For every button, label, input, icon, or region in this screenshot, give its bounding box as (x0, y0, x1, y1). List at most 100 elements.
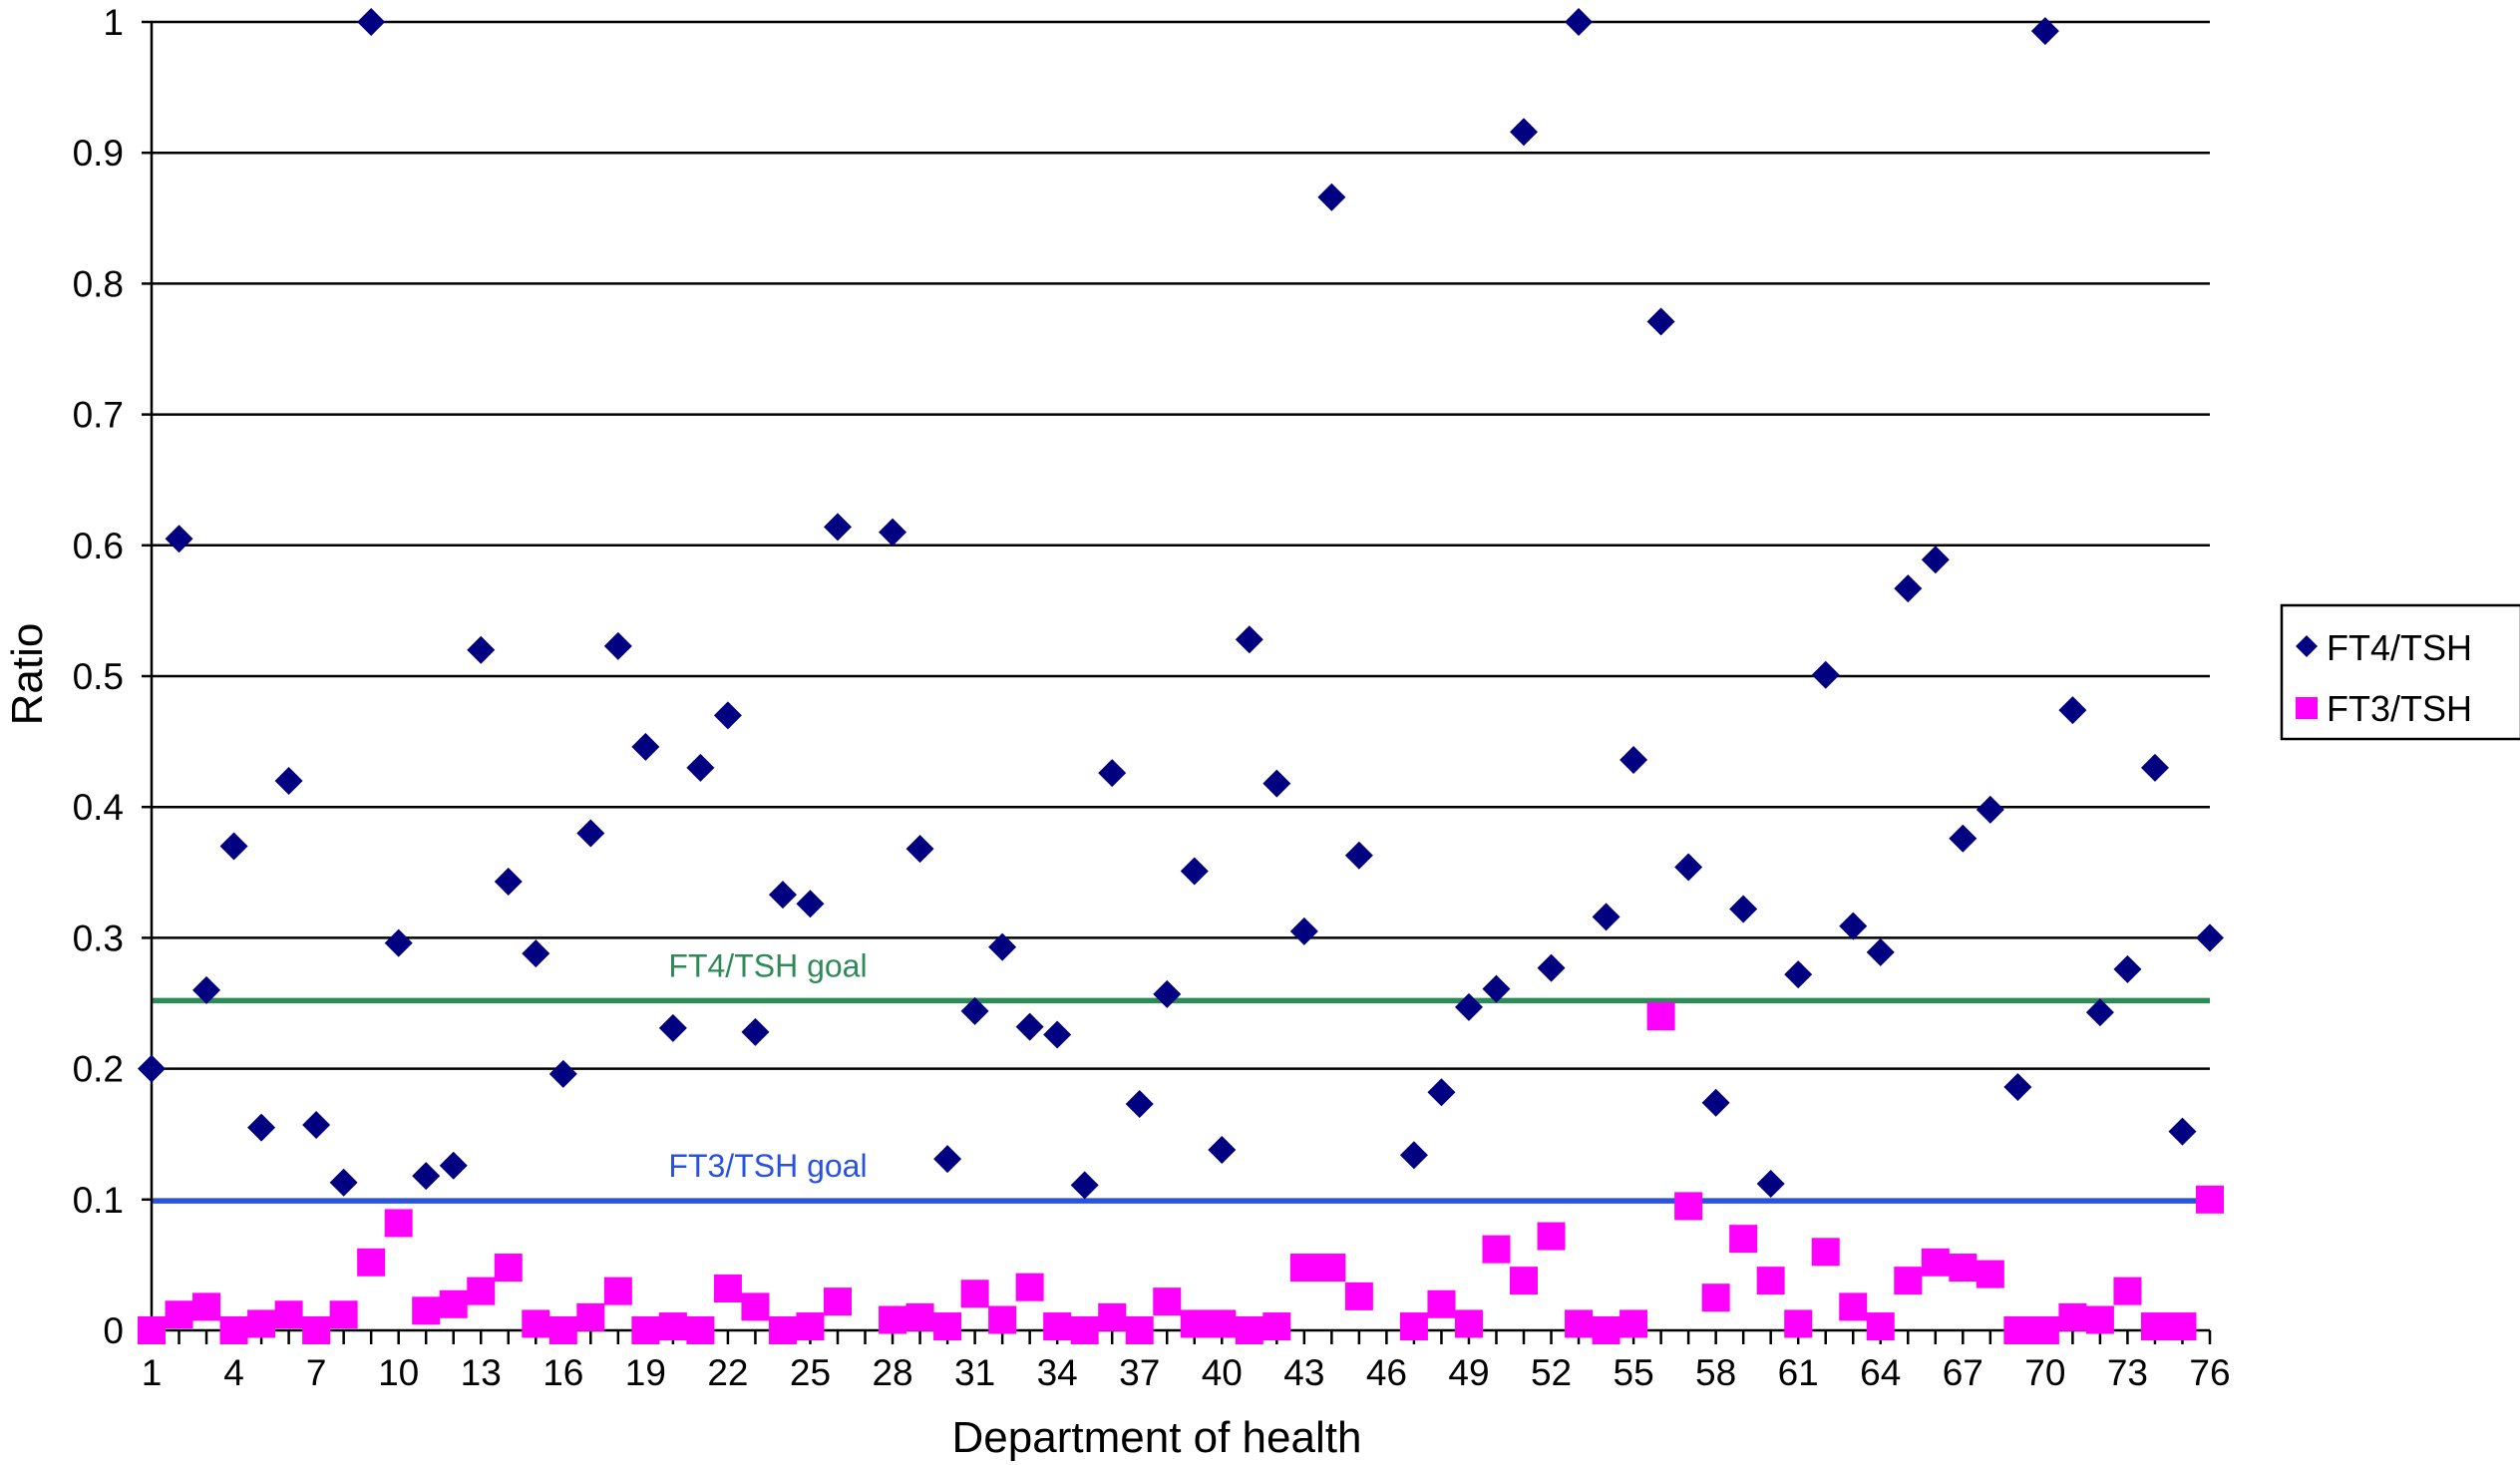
data-point-ft3-tsh (2196, 1185, 2224, 1214)
data-point-ft3-tsh (247, 1309, 276, 1338)
data-point-ft4-tsh (988, 932, 1017, 961)
data-point-ft3-tsh (165, 1300, 193, 1329)
data-point-ft3-tsh (1235, 1316, 1263, 1344)
data-point-ft4-tsh (1180, 857, 1209, 886)
data-point-ft3-tsh (412, 1296, 441, 1325)
data-point-ft4-tsh (1729, 895, 1758, 923)
x-tick-label: 1 (142, 1352, 163, 1393)
data-point-ft3-tsh (2168, 1312, 2197, 1341)
data-point-ft4-tsh (1427, 1078, 1456, 1107)
data-point-ft4-tsh (2168, 1117, 2197, 1146)
data-point-ft4-tsh (1565, 8, 1594, 36)
data-point-ft3-tsh (1894, 1267, 1923, 1295)
x-axis-title: Department of health (952, 1413, 1362, 1462)
data-point-ft3-tsh (905, 1302, 934, 1331)
legend-box (2280, 603, 2520, 741)
data-point-ft3-tsh (2113, 1277, 2142, 1305)
x-tick-label: 52 (1531, 1352, 1572, 1393)
data-point-ft3-tsh (138, 1316, 166, 1344)
data-point-ft4-tsh (548, 1059, 577, 1088)
x-tick-label: 40 (1202, 1352, 1243, 1393)
data-point-ft3-tsh (988, 1305, 1017, 1334)
data-point-ft3-tsh (1180, 1309, 1209, 1338)
y-tick-label: 0.2 (73, 1049, 124, 1090)
data-point-ft4-tsh (1949, 824, 1978, 853)
data-point-ft3-tsh (1866, 1312, 1895, 1341)
data-point-ft4-tsh (1098, 759, 1127, 788)
data-point-ft3-tsh (2058, 1302, 2087, 1331)
y-tick-label: 0.5 (73, 656, 124, 697)
data-point-ft4-tsh (879, 518, 907, 547)
data-point-ft4-tsh (1153, 979, 1182, 1008)
data-point-ft3-tsh (522, 1309, 550, 1338)
data-point-ft3-tsh (686, 1316, 715, 1344)
data-point-ft3-tsh (1565, 1309, 1594, 1338)
data-point-ft3-tsh (1811, 1238, 1840, 1267)
legend-marker-ft4-tsh (2296, 635, 2318, 657)
y-tick-label: 0.3 (73, 917, 124, 958)
data-point-ft3-tsh (1208, 1309, 1237, 1338)
data-point-ft4-tsh (1756, 1170, 1785, 1199)
data-point-ft4-tsh (2003, 1072, 2032, 1101)
data-point-ft3-tsh (1399, 1312, 1428, 1341)
legend-label-ft3-tsh: FT3/TSH (2327, 688, 2472, 729)
data-point-ft3-tsh (1949, 1254, 1978, 1282)
data-point-ft3-tsh (933, 1312, 962, 1341)
data-point-ft4-tsh (2058, 696, 2087, 725)
data-point-ft4-tsh (1894, 574, 1923, 603)
data-point-ft4-tsh (165, 525, 193, 553)
data-point-ft4-tsh (1208, 1135, 1237, 1164)
x-tick-label: 61 (1778, 1352, 1819, 1393)
data-point-ft4-tsh (1317, 183, 1346, 211)
data-point-ft4-tsh (960, 996, 989, 1025)
data-point-ft3-tsh (2030, 1316, 2059, 1344)
y-axis-title: Ratio (3, 623, 52, 726)
data-point-ft3-tsh (494, 1254, 523, 1282)
data-point-ft3-tsh (1729, 1225, 1758, 1254)
legend-marker-ft3-tsh (2296, 697, 2318, 719)
data-point-ft3-tsh (1289, 1254, 1318, 1282)
data-points (138, 8, 2224, 1344)
data-point-ft4-tsh (796, 890, 825, 918)
goal-lines: FT4/TSH goal FT3/TSH goal (152, 947, 2210, 1204)
data-point-ft4-tsh (247, 1113, 276, 1142)
data-point-ft3-tsh (357, 1248, 386, 1277)
x-tick-label: 22 (707, 1352, 748, 1393)
x-tick-label: 73 (2107, 1352, 2148, 1393)
data-point-ft4-tsh (1344, 841, 1373, 870)
data-point-ft4-tsh (1592, 903, 1620, 931)
data-point-ft3-tsh (1592, 1316, 1620, 1344)
x-tick-label: 31 (954, 1352, 995, 1393)
data-point-ft4-tsh (1262, 769, 1291, 798)
data-point-ft4-tsh (631, 732, 660, 761)
data-point-ft3-tsh (1262, 1312, 1291, 1341)
data-point-ft4-tsh (1043, 1020, 1072, 1049)
data-point-ft3-tsh (1839, 1292, 1868, 1321)
data-point-ft4-tsh (603, 631, 632, 660)
x-tick-label: 49 (1448, 1352, 1489, 1393)
data-point-ft4-tsh (467, 635, 496, 664)
data-point-ft3-tsh (1537, 1222, 1566, 1251)
axes: 0 0.1 0.2 0.3 0.4 0.5 0.6 0.7 0.8 0.9 1 1 4 7 10 13 16 19… (73, 2, 2231, 1393)
data-point-ft3-tsh (1043, 1312, 1072, 1341)
x-tick-label: 25 (790, 1352, 831, 1393)
y-tick-label: 0.1 (73, 1180, 124, 1221)
data-point-ft4-tsh (329, 1168, 358, 1197)
data-point-ft3-tsh (1646, 1002, 1675, 1031)
y-tick-label: 0.7 (73, 395, 124, 436)
data-point-ft3-tsh (1510, 1267, 1538, 1295)
data-point-ft3-tsh (1454, 1309, 1483, 1338)
data-point-ft4-tsh (824, 513, 852, 542)
data-point-ft4-tsh (357, 8, 386, 36)
data-point-ft4-tsh (1811, 660, 1840, 689)
data-point-ft3-tsh (1921, 1248, 1950, 1277)
data-point-ft3-tsh (603, 1277, 632, 1305)
goal-label: FT4/TSH goal (668, 947, 867, 983)
data-point-ft4-tsh (219, 832, 248, 861)
x-tick-label: 34 (1037, 1352, 1078, 1393)
data-point-ft4-tsh (138, 1054, 166, 1083)
data-point-ft4-tsh (2085, 998, 2114, 1027)
x-tick-label: 46 (1366, 1352, 1407, 1393)
goal-label: FT3/TSH goal (668, 1148, 867, 1184)
data-point-ft4-tsh (1701, 1088, 1730, 1117)
